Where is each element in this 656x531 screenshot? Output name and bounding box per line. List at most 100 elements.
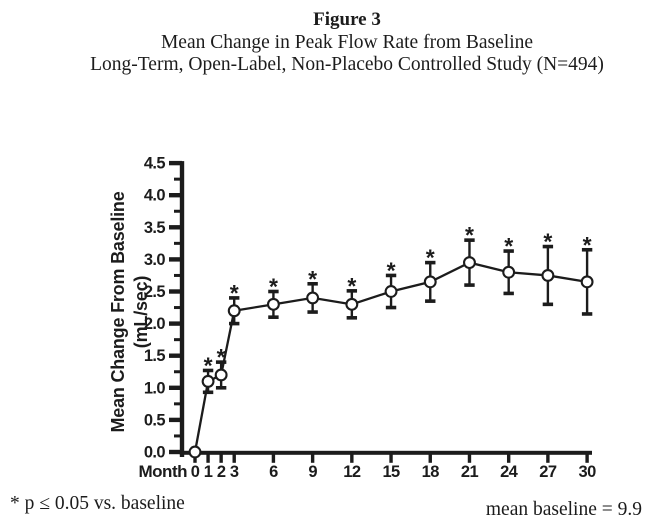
- x-tick: [546, 453, 550, 463]
- error-bar-cap-bottom: [425, 299, 436, 303]
- significance-asterisk: *: [426, 245, 435, 271]
- x-tick-label: 15: [382, 463, 400, 481]
- y-major-tick: [169, 160, 182, 166]
- significance-asterisk: *: [387, 257, 396, 283]
- significance-asterisk: *: [465, 222, 474, 248]
- y-tick-label: 2.0: [144, 315, 166, 333]
- x-tick-label: 24: [500, 463, 519, 481]
- significance-asterisk: *: [583, 232, 592, 258]
- error-bar-cap-bottom: [385, 305, 397, 310]
- error-bar-cap-bottom: [503, 291, 514, 296]
- error-bar-cap-top: [542, 244, 554, 249]
- x-tick-label: 0: [191, 463, 200, 481]
- y-minor-tick: [174, 209, 182, 213]
- x-tick: [232, 453, 236, 463]
- figure-label: Figure 3: [313, 9, 381, 30]
- x-tick-label: 1: [204, 463, 213, 481]
- error-bar-cap-bottom: [229, 321, 240, 326]
- y-major-tick: [169, 385, 182, 390]
- error-bar-cap-top: [385, 273, 397, 278]
- y-tick-label: 2.5: [144, 283, 166, 301]
- y-major-tick: [169, 193, 182, 198]
- y-minor-tick: [174, 241, 182, 245]
- error-bar-cap-bottom: [346, 316, 358, 320]
- error-bar-cap-top: [202, 368, 214, 373]
- significance-asterisk: *: [308, 266, 317, 292]
- x-tick-label: 27: [539, 463, 557, 481]
- x-tick: [271, 453, 276, 463]
- x-tick: [310, 453, 315, 463]
- y-major-tick: [169, 257, 182, 262]
- y-tick-label: 3.5: [144, 219, 166, 237]
- data-point-marker: [502, 265, 516, 279]
- x-tick: [506, 453, 511, 463]
- significance-asterisk: *: [347, 273, 356, 299]
- error-bar-cap-bottom: [307, 310, 318, 314]
- y-minor-tick: [174, 370, 182, 374]
- error-bar-cap-top: [346, 289, 358, 293]
- error-bar-cap-top: [425, 260, 436, 265]
- x-tick: [585, 453, 589, 463]
- x-tick: [428, 453, 432, 463]
- error-bar-cap-bottom: [202, 390, 214, 395]
- figure-title-line1: Mean Change in Peak Flow Rate from Basel…: [160, 32, 534, 53]
- y-tick-label: 0.0: [144, 444, 166, 462]
- title-block: Figure 3 Mean Change in Peak Flow Rate f…: [38, 9, 656, 75]
- x-tick-label: 12: [343, 463, 361, 481]
- significance-asterisk: *: [543, 229, 552, 255]
- y-minor-tick: [174, 338, 182, 342]
- x-tick: [206, 453, 210, 463]
- y-major-tick: [169, 417, 182, 423]
- y-axis-line: [179, 161, 185, 457]
- y-minor-tick: [174, 273, 182, 277]
- data-point-marker: [266, 297, 280, 311]
- error-bar-cap-top: [464, 238, 475, 242]
- y-major-tick: [169, 321, 182, 326]
- y-tick-label: 1.0: [144, 379, 166, 397]
- x-tick-label: 3: [230, 463, 239, 481]
- y-minor-tick: [174, 177, 182, 181]
- mean-baseline-note: mean baseline = 9.9: [485, 499, 642, 520]
- x-tick-label: 21: [461, 463, 479, 481]
- x-axis-line: [179, 450, 593, 455]
- peak-flow-chart: Mean Change From Baseline (mL/sec) Month…: [108, 155, 597, 481]
- x-tick-label: 30: [579, 463, 597, 481]
- data-point-marker: [580, 275, 594, 289]
- figure-title-line2: Long-Term, Open-Label, Non-Placebo Contr…: [90, 53, 604, 75]
- significance-asterisk: *: [204, 352, 213, 378]
- x-tick: [219, 453, 223, 463]
- data-point-marker: [227, 304, 241, 318]
- data-point-marker: [214, 368, 228, 382]
- x-tick-label: 6: [269, 463, 278, 481]
- data-point-marker: [423, 275, 437, 289]
- x-tick-label: 2: [217, 463, 226, 481]
- error-bar-cap-top: [215, 360, 227, 364]
- y-tick-label: 4.0: [144, 187, 166, 205]
- y-minor-tick: [174, 402, 182, 406]
- data-point-marker: [384, 285, 398, 298]
- y-tick-label: 4.5: [144, 155, 166, 173]
- x-tick: [467, 453, 472, 463]
- y-major-tick: [169, 225, 182, 230]
- x-axis-label: Month: [139, 462, 188, 481]
- significance-asterisk: *: [269, 274, 278, 300]
- y-tick-label: 1.5: [144, 347, 166, 365]
- significance-asterisk: *: [217, 344, 226, 370]
- x-tick: [389, 453, 393, 463]
- error-bar-cap-bottom: [464, 283, 475, 287]
- series-group: * ** * * ** ** * * *: [188, 222, 594, 459]
- error-bar-cap-top: [503, 249, 514, 253]
- y-tick-label: 3.0: [144, 251, 166, 269]
- significance-footnote: * p ≤ 0.05 vs. baseline: [10, 493, 185, 514]
- error-bar-cap-bottom: [542, 302, 554, 307]
- y-major-tick: [169, 449, 182, 455]
- error-bar-cap-top: [581, 247, 593, 252]
- x-tick-label: 9: [308, 463, 317, 481]
- y-minor-tick: [174, 434, 182, 438]
- data-point-marker: [306, 291, 320, 305]
- y-minor-tick: [174, 306, 182, 310]
- y-major-tick: [169, 353, 182, 358]
- error-bar-cap-top: [229, 296, 240, 300]
- y-axis-title-line1: Mean Change From Baseline: [108, 191, 128, 432]
